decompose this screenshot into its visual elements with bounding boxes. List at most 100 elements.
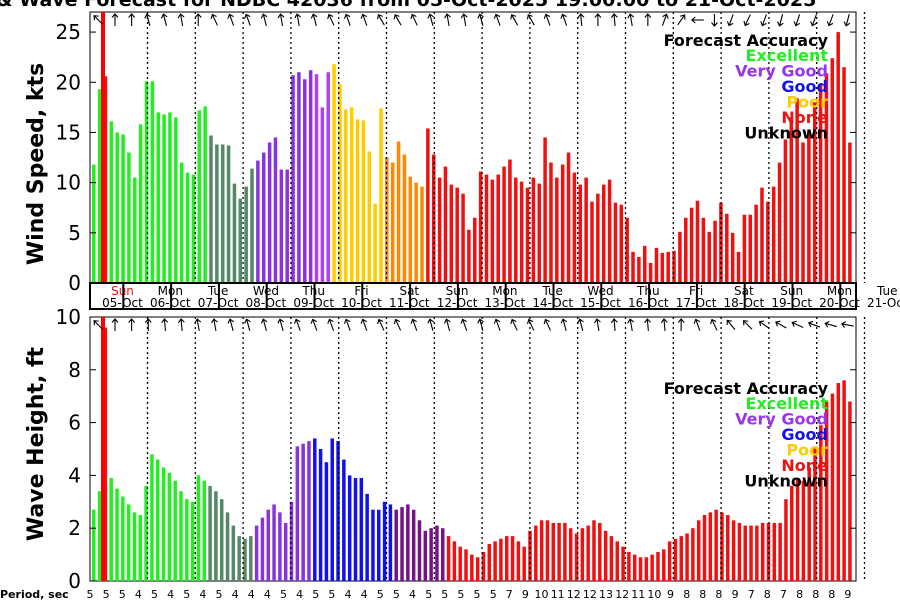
wave-ytick-label: 4 (68, 463, 81, 487)
wind-bar (590, 201, 594, 283)
wave-bar (202, 480, 207, 581)
wave-bar (534, 525, 538, 581)
legend-entry: Good (781, 425, 828, 444)
period-value: 11 (631, 588, 645, 600)
wave-direction-arrow (327, 318, 335, 331)
wave-direction-arrow (310, 318, 318, 331)
period-value: 8 (764, 588, 771, 600)
period-value: 4 (409, 588, 416, 600)
legend-entry: None (781, 456, 828, 475)
wind-direction-arrow (594, 13, 602, 26)
wind-bar (115, 132, 119, 283)
wave-bar (283, 522, 288, 581)
wind-bar (760, 187, 764, 283)
wave-bar (470, 554, 474, 581)
wave-ytick-label: 6 (68, 411, 81, 435)
wave-bar (673, 538, 678, 581)
wave-bar (650, 554, 654, 581)
wave-direction-arrow (260, 318, 268, 331)
wave-bar (627, 551, 631, 581)
day-label: Thu (301, 284, 325, 298)
wind-direction-arrow (160, 13, 168, 26)
wind-bar (502, 166, 506, 283)
wave-bar (278, 512, 282, 581)
wind-direction-arrow (427, 13, 434, 26)
wind-bar (473, 217, 477, 283)
wind-now-marker (101, 12, 105, 283)
wave-direction-arrow (177, 318, 185, 332)
wind-bar (220, 144, 225, 283)
wave-bar (743, 525, 747, 581)
wave-direction-arrow (560, 318, 568, 331)
legend-entry: Very Good (735, 62, 828, 81)
period-value: 5 (280, 588, 287, 600)
wind-bar (514, 177, 518, 283)
wind-direction-arrow (510, 14, 519, 26)
wind-bar (725, 213, 729, 283)
wave-bar (598, 522, 602, 581)
wave-ytick-label: 10 (56, 305, 81, 329)
wind-bar (449, 184, 454, 283)
period-value: 5 (457, 588, 464, 600)
wind-direction-arrow (843, 14, 851, 27)
wave-bar (696, 520, 701, 581)
wave-bar (115, 488, 119, 581)
wind-bar (250, 168, 254, 283)
wave-bar (714, 509, 718, 581)
wave-direction-arrow (510, 318, 518, 331)
wind-bar (209, 135, 213, 283)
wind-direction-arrow (711, 14, 718, 27)
wind-direction-arrow (743, 14, 751, 27)
wave-bar (138, 515, 143, 581)
wave-direction-arrow (111, 318, 119, 331)
wind-bar (736, 251, 741, 283)
wave-direction-arrow (410, 318, 418, 331)
wind-bar (555, 177, 559, 283)
wave-bar (167, 472, 172, 581)
wind-bar (197, 110, 202, 283)
wave-bar (121, 496, 125, 581)
wave-bar (749, 525, 753, 581)
wave-direction-arrow (824, 320, 837, 328)
wave-bar (510, 536, 515, 581)
wind-direction-arrow (260, 13, 268, 26)
wind-bar (261, 152, 266, 283)
wave-bar (464, 549, 468, 581)
wave-bar (790, 485, 794, 581)
wave-bar (784, 499, 788, 581)
wave-bar (219, 499, 224, 581)
period-value: 11 (551, 588, 565, 600)
wind-bar (695, 200, 700, 283)
wave-bar (493, 541, 497, 581)
wind-bar (742, 214, 747, 283)
wind-bar (156, 112, 160, 284)
wind-bar (385, 157, 389, 283)
wave-bar (324, 462, 329, 581)
wind-bar (812, 102, 817, 283)
wave-bar (185, 499, 189, 581)
period-value: 5 (103, 588, 110, 600)
legend-entry: Excellent (746, 46, 829, 65)
wave-direction-arrow (144, 318, 152, 331)
wind-bar (455, 187, 459, 283)
wave-bar (795, 478, 800, 581)
wind-bar (754, 204, 758, 283)
wind-direction-arrow (526, 14, 535, 26)
wind-bar (133, 177, 137, 283)
period-value: 5 (151, 588, 158, 600)
wave-direction-arrow (377, 318, 385, 331)
wind-bar (766, 201, 770, 283)
wave-bar (388, 504, 393, 581)
wave-bar (260, 517, 265, 581)
day-label: Tue (207, 284, 229, 298)
wave-bar (126, 504, 131, 581)
wave-direction-arrow (610, 318, 618, 332)
wave-bar (406, 504, 410, 581)
wind-direction-arrow (327, 13, 335, 26)
wind-direction-arrow (610, 13, 618, 27)
wave-bar (458, 546, 462, 581)
day-label: Tue (541, 284, 563, 298)
period-value: 5 (216, 588, 223, 600)
wind-bar (303, 79, 307, 283)
wave-direction-arrow (577, 318, 584, 331)
